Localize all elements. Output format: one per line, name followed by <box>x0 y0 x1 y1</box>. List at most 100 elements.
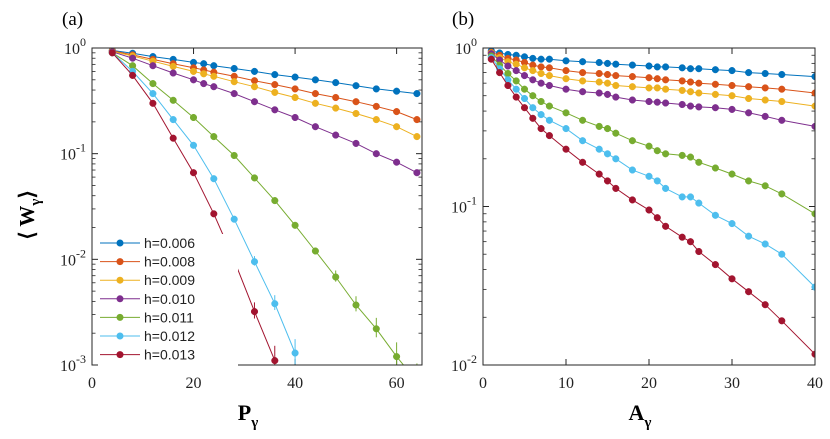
data-point <box>529 114 537 122</box>
data-point <box>537 125 545 133</box>
data-point <box>200 60 208 68</box>
data-point <box>628 96 636 104</box>
data-point <box>529 92 537 100</box>
data-point <box>695 103 703 111</box>
axes-box <box>482 47 816 366</box>
data-point <box>612 184 620 192</box>
data-point <box>250 258 259 266</box>
data-point <box>662 76 670 84</box>
data-point <box>778 250 786 258</box>
legend-swatch-marker <box>116 258 124 266</box>
data-point <box>645 142 653 150</box>
x-tick-label: 0 <box>88 375 96 392</box>
data-point <box>545 102 553 110</box>
data-point <box>210 175 218 183</box>
data-point <box>603 59 612 67</box>
data-point <box>393 158 401 166</box>
y-tick-label: 10-1 <box>451 194 477 217</box>
data-point <box>678 64 686 72</box>
data-point <box>108 49 116 57</box>
data-point <box>129 54 137 62</box>
data-point <box>645 97 653 106</box>
data-point <box>695 158 703 166</box>
data-point <box>778 70 786 79</box>
series-line <box>112 52 405 365</box>
data-point <box>311 247 319 255</box>
x-tick-label: 60 <box>389 375 405 392</box>
data-point <box>230 90 238 98</box>
data-point <box>271 81 279 89</box>
data-point <box>372 325 380 333</box>
data-point <box>562 109 570 117</box>
y-tick-label: 10-2 <box>60 246 86 269</box>
data-point <box>579 58 587 66</box>
data-point <box>169 69 177 77</box>
x-axis-title-b: Aγ <box>629 400 652 431</box>
data-point <box>332 273 340 281</box>
data-point <box>628 83 636 91</box>
data-point <box>210 62 218 70</box>
data-point <box>545 132 553 140</box>
data-point <box>271 106 279 114</box>
data-point <box>678 77 686 85</box>
data-point <box>545 55 553 63</box>
legend-label: h=0.006 <box>144 235 195 251</box>
data-point <box>545 116 553 124</box>
data-point <box>250 67 259 75</box>
y-axis-title-sub: γ <box>28 199 44 207</box>
data-point <box>711 104 719 112</box>
data-point <box>200 70 208 78</box>
data-point <box>169 116 177 124</box>
data-point <box>291 93 299 102</box>
data-point <box>745 177 753 185</box>
data-point <box>512 77 520 85</box>
data-point <box>728 220 736 228</box>
data-point <box>311 90 319 98</box>
panel-b-label: (b) <box>452 9 474 30</box>
data-point <box>512 67 520 75</box>
data-point <box>512 60 520 68</box>
data-point <box>662 222 670 230</box>
data-point <box>728 170 736 178</box>
data-point <box>711 80 719 88</box>
data-point <box>393 353 401 361</box>
legend-label: h=0.008 <box>144 254 195 270</box>
data-point <box>562 145 570 153</box>
data-point <box>250 83 259 91</box>
data-point <box>603 177 612 185</box>
data-point <box>352 82 360 90</box>
data-point <box>393 123 401 131</box>
data-point <box>695 65 703 73</box>
svg-text:⟨ Wγ⟩: ⟨ Wγ⟩ <box>15 190 44 239</box>
data-point <box>210 83 218 91</box>
data-point <box>662 99 670 107</box>
data-point <box>695 199 703 207</box>
data-point <box>529 54 537 62</box>
data-point <box>311 123 319 131</box>
y-tick-label: 100 <box>64 35 86 58</box>
data-point <box>686 78 695 86</box>
data-point <box>504 62 512 70</box>
data-point <box>711 211 719 219</box>
data-point <box>393 87 401 95</box>
y-axis-title: ⟨ Wγ⟩ <box>15 190 44 239</box>
x-tick-label: 20 <box>641 375 657 392</box>
data-point <box>149 90 157 98</box>
legend-label: h=0.009 <box>144 272 195 288</box>
data-point <box>537 69 545 78</box>
data-point <box>612 81 620 90</box>
data-point <box>595 78 603 86</box>
data-point <box>761 182 769 190</box>
data-point <box>230 78 238 86</box>
series-line <box>112 49 417 95</box>
legend-swatch-marker <box>116 313 124 321</box>
data-point <box>579 88 587 96</box>
data-point <box>169 134 177 142</box>
data-point <box>291 113 299 122</box>
data-point <box>745 288 753 296</box>
data-point <box>595 89 603 97</box>
legend-box <box>98 234 238 373</box>
data-point <box>595 122 603 130</box>
data-point <box>678 151 686 159</box>
